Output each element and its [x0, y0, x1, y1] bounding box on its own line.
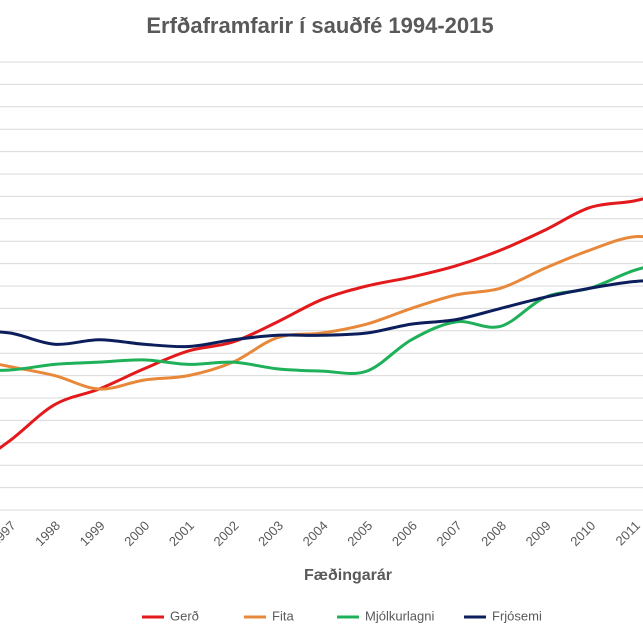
- chart-title: Erfðaframfarir í sauðfé 1994-2015: [146, 13, 493, 38]
- x-tick-label: 2002: [210, 518, 241, 549]
- x-tick-label: 2003: [255, 518, 286, 549]
- legend-label: Gerð: [170, 608, 199, 623]
- legend-label: Frjósemi: [492, 608, 542, 623]
- x-tick-label: 2006: [389, 518, 420, 549]
- x-tick-label: 1998: [32, 518, 63, 549]
- x-tick-label: 2000: [121, 518, 152, 549]
- x-tick-label: 2007: [433, 518, 464, 549]
- x-tick-label: 2011: [613, 518, 643, 548]
- legend-item: Fita: [244, 608, 294, 623]
- series-line: [0, 279, 643, 349]
- x-tick-label: 2004: [300, 518, 331, 549]
- legend-item: Mjólkurlagni: [337, 608, 434, 623]
- legend-item: Frjósemi: [464, 608, 542, 623]
- x-tick-label: 2010: [567, 518, 598, 549]
- series-line: [0, 266, 643, 376]
- x-axis-title: Fæðingarár: [304, 567, 392, 584]
- x-tick-label: 2001: [166, 518, 197, 549]
- x-tick-label: 1997: [0, 518, 19, 549]
- x-tick-label: 1999: [77, 518, 108, 549]
- x-tick-label: 2005: [344, 518, 375, 549]
- legend-label: Mjólkurlagni: [365, 608, 434, 623]
- legend-label: Fita: [272, 608, 294, 623]
- series-line: [0, 234, 643, 391]
- legend-item: Gerð: [142, 608, 199, 623]
- series-line: [0, 197, 643, 450]
- x-tick-label: 2009: [523, 518, 554, 549]
- x-tick-label: 2008: [478, 518, 509, 549]
